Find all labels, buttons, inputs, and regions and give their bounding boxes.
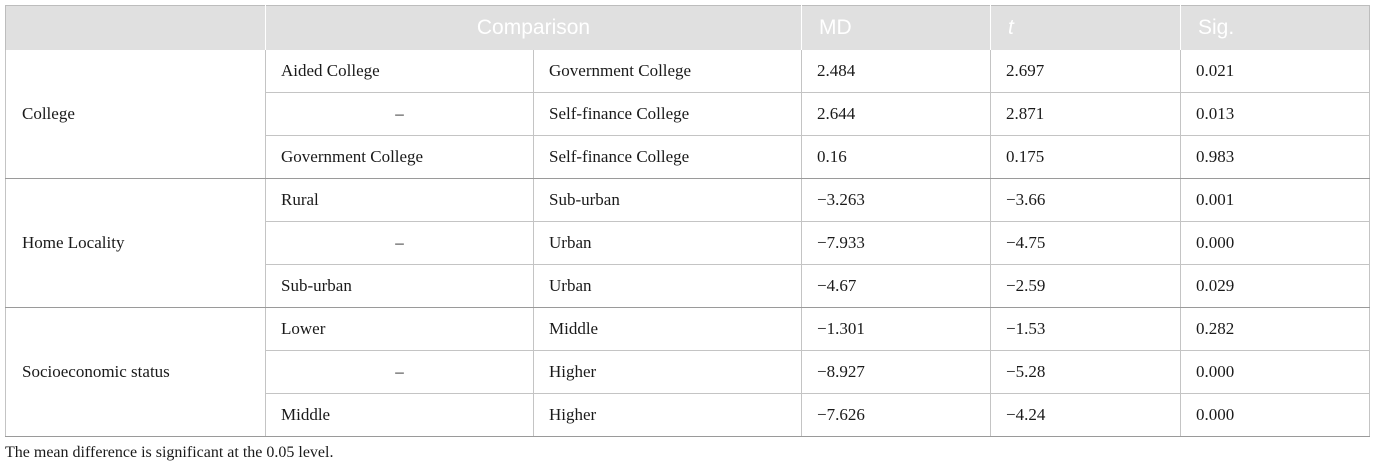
table-footnote: The mean difference is significant at th…: [5, 444, 334, 461]
cell-sig: 0.983: [1180, 135, 1370, 179]
header-blank: [5, 5, 266, 50]
comparison-table: Comparison MD t Sig. College Aided Colle…: [5, 5, 1370, 437]
cell-sig: 0.282: [1180, 307, 1370, 351]
table-row: Socioeconomic status Lower Middle −1.301…: [5, 307, 1370, 437]
cell-sig: 0.000: [1180, 393, 1370, 437]
cell-sig: 0.013: [1180, 92, 1370, 136]
cell-md: −3.263: [801, 178, 991, 222]
table-row: – Higher −8.927 −5.28 0.000: [6, 350, 1370, 394]
cell-md: −7.626: [801, 393, 991, 437]
cell-md: −1.301: [801, 307, 991, 351]
cell-sig: 0.021: [1180, 50, 1370, 93]
cell-t: 2.871: [990, 92, 1181, 136]
cell-sig: 0.000: [1180, 221, 1370, 265]
header-md: MD: [801, 5, 991, 50]
cell-level-a: Middle: [265, 393, 534, 437]
cell-level-b: Government College: [533, 50, 802, 93]
cell-t: 0.175: [990, 135, 1181, 179]
cell-level-a: –: [265, 350, 534, 394]
cell-md: 2.644: [801, 92, 991, 136]
cell-level-a: –: [265, 92, 534, 136]
cell-sig: 0.029: [1180, 264, 1370, 308]
cell-t: −1.53: [990, 307, 1181, 351]
cell-level-b: Urban: [533, 264, 802, 308]
group-label-socioeconomic-status: Socioeconomic status: [5, 307, 266, 437]
cell-level-a: Rural: [265, 178, 534, 222]
table-row: Sub-urban Urban −4.67 −2.59 0.029: [6, 264, 1370, 308]
cell-t: −3.66: [990, 178, 1181, 222]
cell-t: −4.24: [990, 393, 1181, 437]
cell-level-b: Higher: [533, 393, 802, 437]
cell-level-a: Government College: [265, 135, 534, 179]
header-sig: Sig.: [1180, 5, 1370, 50]
cell-t: 2.697: [990, 50, 1181, 93]
cell-md: 2.484: [801, 50, 991, 93]
cell-level-a: –: [265, 221, 534, 265]
cell-level-b: Middle: [533, 307, 802, 351]
cell-t: −5.28: [990, 350, 1181, 394]
cell-level-a: Aided College: [265, 50, 534, 93]
table-row: Middle Higher −7.626 −4.24 0.000: [6, 393, 1370, 437]
cell-level-a: Lower: [265, 307, 534, 351]
table-container: Comparison MD t Sig. College Aided Colle…: [5, 5, 1370, 437]
header-comparison: Comparison: [265, 5, 802, 50]
cell-md: −7.933: [801, 221, 991, 265]
group-label-home-locality: Home Locality: [5, 178, 266, 308]
table-row: College Aided College Government College…: [5, 50, 1370, 179]
table-row: – Self-finance College 2.644 2.871 0.013: [6, 92, 1370, 136]
cell-sig: 0.000: [1180, 350, 1370, 394]
cell-md: −4.67: [801, 264, 991, 308]
table-row: Government College Self-finance College …: [6, 135, 1370, 179]
cell-t: −4.75: [990, 221, 1181, 265]
group-label-college: College: [5, 50, 266, 179]
cell-md: 0.16: [801, 135, 991, 179]
table-row: Home Locality Rural Sub-urban −3.263 −3.…: [5, 178, 1370, 308]
cell-level-b: Self-finance College: [533, 92, 802, 136]
cell-level-b: Self-finance College: [533, 135, 802, 179]
cell-level-b: Higher: [533, 350, 802, 394]
cell-level-b: Urban: [533, 221, 802, 265]
cell-sig: 0.001: [1180, 178, 1370, 222]
cell-level-a: Sub-urban: [265, 264, 534, 308]
cell-md: −8.927: [801, 350, 991, 394]
header-row: Comparison MD t Sig.: [5, 5, 1370, 50]
cell-level-b: Sub-urban: [533, 178, 802, 222]
header-t: t: [990, 5, 1181, 50]
table-row: – Urban −7.933 −4.75 0.000: [6, 221, 1370, 265]
cell-t: −2.59: [990, 264, 1181, 308]
